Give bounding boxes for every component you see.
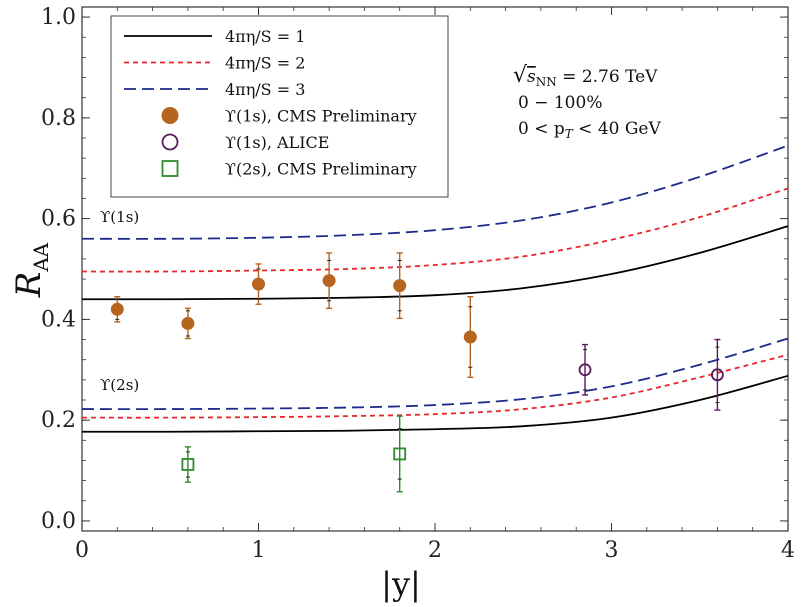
x-tick-label: 1 [252,538,266,563]
y-tick-label: 0.2 [41,408,76,433]
y-tick-label: 0.6 [41,207,76,232]
data-point [578,363,592,377]
collision-annotation: √sNN = 2.76 TeV 0 − 100% 0 < pT < 40 GeV [513,63,661,141]
pt-annotation: 0 < pT < 40 GeV [518,119,661,141]
legend-swatch-marker [161,107,179,124]
x-tick-label: 4 [781,538,795,563]
legend-label: ϒ(1s), CMS Preliminary [225,107,417,126]
pt-range-start: 0 < p [518,119,565,139]
curve-1s-solid [81,225,789,301]
pt-subscript: T [565,127,574,141]
legend-label: 4πη/S = 3 [225,80,305,99]
upsilon-2s-curve-label: ϒ(2s) [100,376,139,394]
x-tick-label: 2 [428,538,442,563]
y-axis-title: RAA [9,242,53,298]
energy-annotation: √sNN = 2.76 TeV [513,63,658,89]
sqrt-sign: √ [513,63,528,88]
data-points [110,252,724,493]
data-point [393,279,407,293]
legend-label: ϒ(1s), ALICE [225,133,329,152]
curve-2s-solid [81,374,789,433]
curve-1s-dotted [81,187,789,273]
legend: 4πη/S = 1 4πη/S = 2 4πη/S = 3 ϒ(1s), CMS Pr… [110,15,449,198]
upsilon-1s-curve-label: ϒ(1s) [100,208,139,226]
data-point [711,368,724,382]
data-point [110,302,124,316]
model-curves [81,144,789,433]
nn-subscript: NN [536,75,557,89]
y-tick-label: 0.0 [41,509,76,534]
curve-1s-dashed [81,144,789,240]
legend-swatch-marker [161,160,179,177]
legend-label: 4πη/S = 2 [225,54,305,73]
y-tick-label: 1.0 [41,5,76,30]
data-point [181,458,195,471]
legend-box [110,15,449,198]
y-axis-title-text: RAA [9,242,53,298]
curve-2s-dotted [81,353,789,419]
y-axis-title-subscript: AA [29,242,53,272]
x-tick-label: 0 [75,538,89,563]
x-axis-title: |y| [381,565,421,603]
y-tick-label: 0.4 [41,307,76,332]
axis-ticks: 0 1 2 3 4 0.0 0.2 0.4 0.6 0.8 1.0 [41,5,795,563]
s-symbol: s [527,67,536,87]
pt-range-end: < 40 GeV [573,119,662,139]
data-point [181,316,195,330]
y-tick-label: 0.8 [41,106,76,131]
legend-swatch-marker [161,133,179,151]
y-axis-title-main: R [9,272,49,299]
data-point [252,277,265,291]
data-point [463,330,477,344]
data-point [322,274,336,288]
legend-label: ϒ(2s), CMS Preliminary [225,160,417,179]
legend-label: 4πη/S = 1 [225,27,305,46]
energy-value: = 2.76 TeV [557,67,658,87]
centrality-annotation: 0 − 100% [518,93,602,113]
curve-2s-dashed [81,337,789,411]
data-point [393,447,407,461]
x-tick-label: 3 [605,538,619,563]
